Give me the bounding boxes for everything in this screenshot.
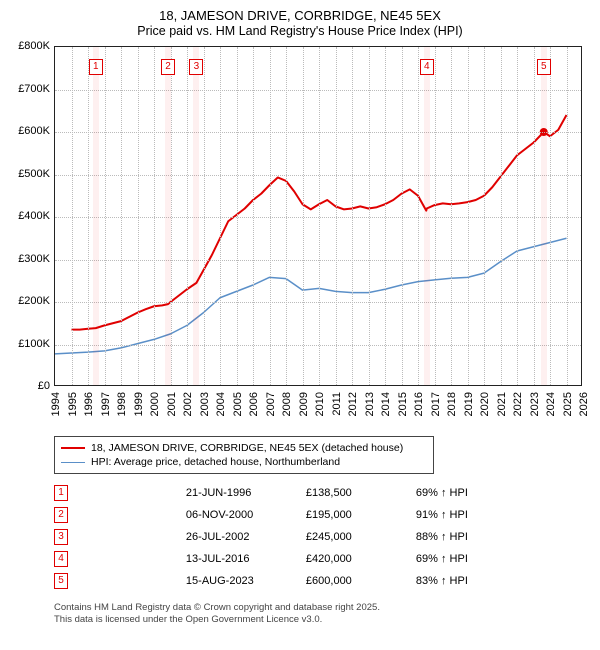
chart-legend: 18, JAMESON DRIVE, CORBRIDGE, NE45 5EX (… <box>54 436 434 474</box>
legend-item: HPI: Average price, detached house, Nort… <box>61 455 427 469</box>
table-row: 1 21-JUN-1996£138,50069% ↑ HPI <box>54 482 590 504</box>
title-block: 18, JAMESON DRIVE, CORBRIDGE, NE45 5EX P… <box>10 8 590 38</box>
y-tick-label: £200K <box>18 295 50 307</box>
y-tick-label: £100K <box>18 338 50 350</box>
x-tick-label: 2024 <box>545 392 557 416</box>
x-tick-label: 2017 <box>430 392 442 416</box>
x-tick-label: 2013 <box>364 392 376 416</box>
x-tick-label: 2002 <box>182 392 194 416</box>
sale-marker-band <box>165 47 171 385</box>
event-delta: 69% ↑ HPI <box>416 548 590 570</box>
x-tick-label: 2015 <box>397 392 409 416</box>
y-tick-label: £300K <box>18 253 50 265</box>
y-tick-label: £500K <box>18 168 50 180</box>
event-number-box: 2 <box>54 507 68 523</box>
event-price: £138,500 <box>306 482 416 504</box>
legend-swatch <box>61 462 85 463</box>
attribution-line1: Contains HM Land Registry data © Crown c… <box>54 602 590 614</box>
sale-marker-band <box>193 47 199 385</box>
attribution-line2: This data is licensed under the Open Gov… <box>54 614 590 626</box>
x-tick-label: 1999 <box>133 392 145 416</box>
event-price: £195,000 <box>306 504 416 526</box>
sale-marker-number: 4 <box>420 59 434 75</box>
x-tick-label: 2022 <box>512 392 524 416</box>
x-tick-label: 2006 <box>248 392 260 416</box>
sale-marker-number: 3 <box>189 59 203 75</box>
sale-marker-band <box>541 47 547 385</box>
x-tick-label: 2020 <box>479 392 491 416</box>
event-price: £245,000 <box>306 526 416 548</box>
event-number-box: 5 <box>54 573 68 589</box>
x-tick-label: 2025 <box>562 392 574 416</box>
table-row: 2 06-NOV-2000£195,00091% ↑ HPI <box>54 504 590 526</box>
x-tick-label: 2018 <box>446 392 458 416</box>
x-tick-label: 1998 <box>116 392 128 416</box>
event-date: 06-NOV-2000 <box>186 504 306 526</box>
chart-lines <box>55 47 581 385</box>
event-price: £420,000 <box>306 548 416 570</box>
x-tick-label: 2001 <box>166 392 178 416</box>
y-tick-label: £0 <box>38 380 50 392</box>
attribution-text: Contains HM Land Registry data © Crown c… <box>54 602 590 626</box>
event-date: 15-AUG-2023 <box>186 570 306 592</box>
chart-container: 18, JAMESON DRIVE, CORBRIDGE, NE45 5EX P… <box>0 0 600 650</box>
legend-label: 18, JAMESON DRIVE, CORBRIDGE, NE45 5EX (… <box>91 442 403 454</box>
table-row: 5 15-AUG-2023£600,00083% ↑ HPI <box>54 570 590 592</box>
x-tick-label: 2007 <box>265 392 277 416</box>
x-tick-label: 2023 <box>529 392 541 416</box>
legend-item: 18, JAMESON DRIVE, CORBRIDGE, NE45 5EX (… <box>61 441 427 455</box>
x-tick-label: 2003 <box>199 392 211 416</box>
event-date: 13-JUL-2016 <box>186 548 306 570</box>
y-tick-label: £700K <box>18 83 50 95</box>
x-tick-label: 1997 <box>100 392 112 416</box>
plot-area: 12345 <box>54 46 582 386</box>
x-tick-label: 2009 <box>298 392 310 416</box>
event-date: 26-JUL-2002 <box>186 526 306 548</box>
y-tick-label: £400K <box>18 210 50 222</box>
x-tick-label: 1994 <box>50 392 62 416</box>
table-row: 4 13-JUL-2016£420,00069% ↑ HPI <box>54 548 590 570</box>
legend-label: HPI: Average price, detached house, Nort… <box>91 456 340 468</box>
sale-marker-number: 5 <box>537 59 551 75</box>
y-tick-label: £600K <box>18 125 50 137</box>
x-tick-label: 1996 <box>83 392 95 416</box>
x-tick-label: 2026 <box>578 392 590 416</box>
event-delta: 69% ↑ HPI <box>416 482 590 504</box>
x-tick-label: 2005 <box>232 392 244 416</box>
event-number-box: 3 <box>54 529 68 545</box>
event-delta: 88% ↑ HPI <box>416 526 590 548</box>
event-delta: 83% ↑ HPI <box>416 570 590 592</box>
x-tick-label: 2012 <box>347 392 359 416</box>
sales-events-table: 121-JUN-1996£138,50069% ↑ HPI206-NOV-200… <box>54 482 590 592</box>
chart-subtitle: Price paid vs. HM Land Registry's House … <box>10 24 590 38</box>
sale-marker-number: 1 <box>89 59 103 75</box>
x-tick-label: 2016 <box>413 392 425 416</box>
x-tick-label: 2004 <box>215 392 227 416</box>
event-number-box: 1 <box>54 485 68 501</box>
event-number-box: 4 <box>54 551 68 567</box>
sale-marker-number: 2 <box>161 59 175 75</box>
x-tick-label: 2019 <box>463 392 475 416</box>
sale-marker-band <box>93 47 99 385</box>
x-tick-label: 2011 <box>331 392 343 416</box>
chart-title: 18, JAMESON DRIVE, CORBRIDGE, NE45 5EX <box>10 8 590 23</box>
x-tick-label: 1995 <box>67 392 79 416</box>
x-tick-label: 2008 <box>281 392 293 416</box>
event-date: 21-JUN-1996 <box>186 482 306 504</box>
legend-swatch <box>61 447 85 449</box>
x-tick-label: 2021 <box>496 392 508 416</box>
event-price: £600,000 <box>306 570 416 592</box>
table-row: 3 26-JUL-2002£245,00088% ↑ HPI <box>54 526 590 548</box>
x-tick-label: 2010 <box>314 392 326 416</box>
y-tick-label: £800K <box>18 40 50 52</box>
event-delta: 91% ↑ HPI <box>416 504 590 526</box>
x-tick-label: 2000 <box>149 392 161 416</box>
chart-area: 12345 £0£100K£200K£300K£400K£500K£600K£7… <box>10 42 590 432</box>
sale-marker-band <box>424 47 430 385</box>
x-tick-label: 2014 <box>380 392 392 416</box>
